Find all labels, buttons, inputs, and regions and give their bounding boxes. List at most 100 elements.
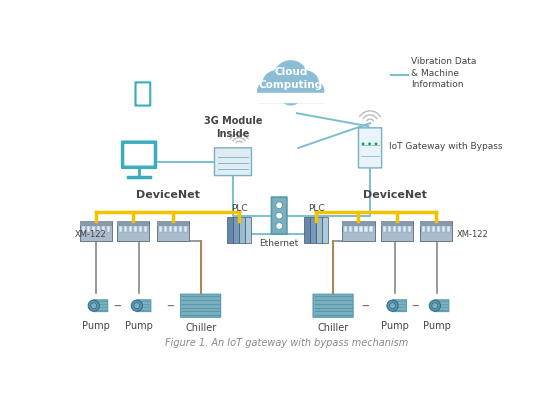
Bar <box>383 226 386 232</box>
Bar <box>420 221 452 241</box>
Circle shape <box>263 71 289 97</box>
Bar <box>157 221 189 241</box>
Bar <box>342 221 375 241</box>
Bar <box>323 217 328 243</box>
FancyBboxPatch shape <box>94 300 108 312</box>
Bar <box>92 226 95 232</box>
Text: Figure 1. An IoT gateway with bypass mechanism: Figure 1. An IoT gateway with bypass mec… <box>165 338 409 348</box>
Bar <box>359 226 363 232</box>
Bar <box>398 226 401 232</box>
Circle shape <box>304 81 324 101</box>
Bar <box>129 226 132 232</box>
Text: XM-122: XM-122 <box>75 230 107 238</box>
Circle shape <box>88 300 100 311</box>
FancyBboxPatch shape <box>215 148 252 176</box>
Bar <box>403 226 406 232</box>
FancyBboxPatch shape <box>181 294 221 317</box>
Text: Pump: Pump <box>125 321 153 331</box>
Bar <box>381 221 413 241</box>
Bar <box>124 226 127 232</box>
Bar <box>316 217 322 243</box>
Bar <box>245 217 251 243</box>
Bar <box>239 217 245 243</box>
Bar <box>408 226 411 232</box>
Bar <box>344 226 348 232</box>
Bar <box>164 226 167 232</box>
Circle shape <box>390 303 396 309</box>
FancyBboxPatch shape <box>137 300 151 312</box>
Bar <box>304 217 310 243</box>
Bar <box>107 226 110 232</box>
FancyBboxPatch shape <box>358 128 382 168</box>
Bar <box>342 221 375 226</box>
Bar <box>184 226 187 232</box>
Bar <box>422 226 425 232</box>
Bar <box>117 221 149 241</box>
Circle shape <box>134 303 140 309</box>
Bar <box>227 217 233 243</box>
Bar <box>87 226 90 232</box>
Bar <box>102 226 105 232</box>
Circle shape <box>432 303 438 309</box>
Circle shape <box>131 300 143 311</box>
Bar <box>369 226 372 232</box>
Bar <box>139 226 142 232</box>
Bar <box>117 221 149 226</box>
Bar <box>258 93 323 101</box>
Text: PLC: PLC <box>308 203 324 213</box>
Bar <box>157 221 189 226</box>
Text: Pump: Pump <box>423 321 451 331</box>
FancyBboxPatch shape <box>122 142 156 168</box>
Bar <box>427 226 430 232</box>
Bar <box>364 226 367 232</box>
Text: Pump: Pump <box>82 321 110 331</box>
Circle shape <box>276 212 282 219</box>
FancyBboxPatch shape <box>435 300 449 312</box>
Text: –: – <box>166 297 174 312</box>
Text: Chiller: Chiller <box>185 323 216 333</box>
Bar <box>393 226 396 232</box>
Bar <box>169 226 172 232</box>
Bar <box>134 226 137 232</box>
Text: Chiller: Chiller <box>318 323 349 333</box>
FancyBboxPatch shape <box>124 143 154 166</box>
Bar <box>159 226 162 232</box>
Circle shape <box>276 202 282 209</box>
Bar <box>174 226 177 232</box>
Text: DeviceNet: DeviceNet <box>136 190 200 200</box>
Circle shape <box>276 222 282 229</box>
Bar <box>447 226 451 232</box>
Text: PLC: PLC <box>231 203 248 213</box>
Bar <box>257 93 325 102</box>
FancyBboxPatch shape <box>313 294 353 317</box>
Circle shape <box>274 61 307 95</box>
Text: XM-122: XM-122 <box>456 230 488 238</box>
Text: Vibration Data
& Machine
Information: Vibration Data & Machine Information <box>411 57 476 90</box>
Circle shape <box>387 300 398 311</box>
Text: IoT Gateway with Bypass: IoT Gateway with Bypass <box>389 142 502 151</box>
Text: Pump: Pump <box>381 321 409 331</box>
Circle shape <box>362 142 364 145</box>
Text: 3G Module
Inside: 3G Module Inside <box>203 116 262 139</box>
FancyBboxPatch shape <box>272 197 287 234</box>
FancyBboxPatch shape <box>135 82 150 105</box>
Bar <box>420 221 452 226</box>
Bar <box>437 226 440 232</box>
Circle shape <box>91 303 97 309</box>
Circle shape <box>375 142 377 145</box>
Bar <box>349 226 353 232</box>
Circle shape <box>280 83 301 105</box>
Circle shape <box>258 81 277 101</box>
Bar <box>119 226 122 232</box>
Text: –: – <box>113 297 121 312</box>
Bar <box>97 226 100 232</box>
Text: DeviceNet: DeviceNet <box>363 190 427 200</box>
Bar <box>354 226 358 232</box>
Circle shape <box>292 71 319 97</box>
Bar <box>388 226 391 232</box>
Bar <box>80 221 112 226</box>
Bar <box>179 226 182 232</box>
Text: –: – <box>411 297 419 312</box>
Bar <box>82 226 85 232</box>
Bar <box>442 226 446 232</box>
